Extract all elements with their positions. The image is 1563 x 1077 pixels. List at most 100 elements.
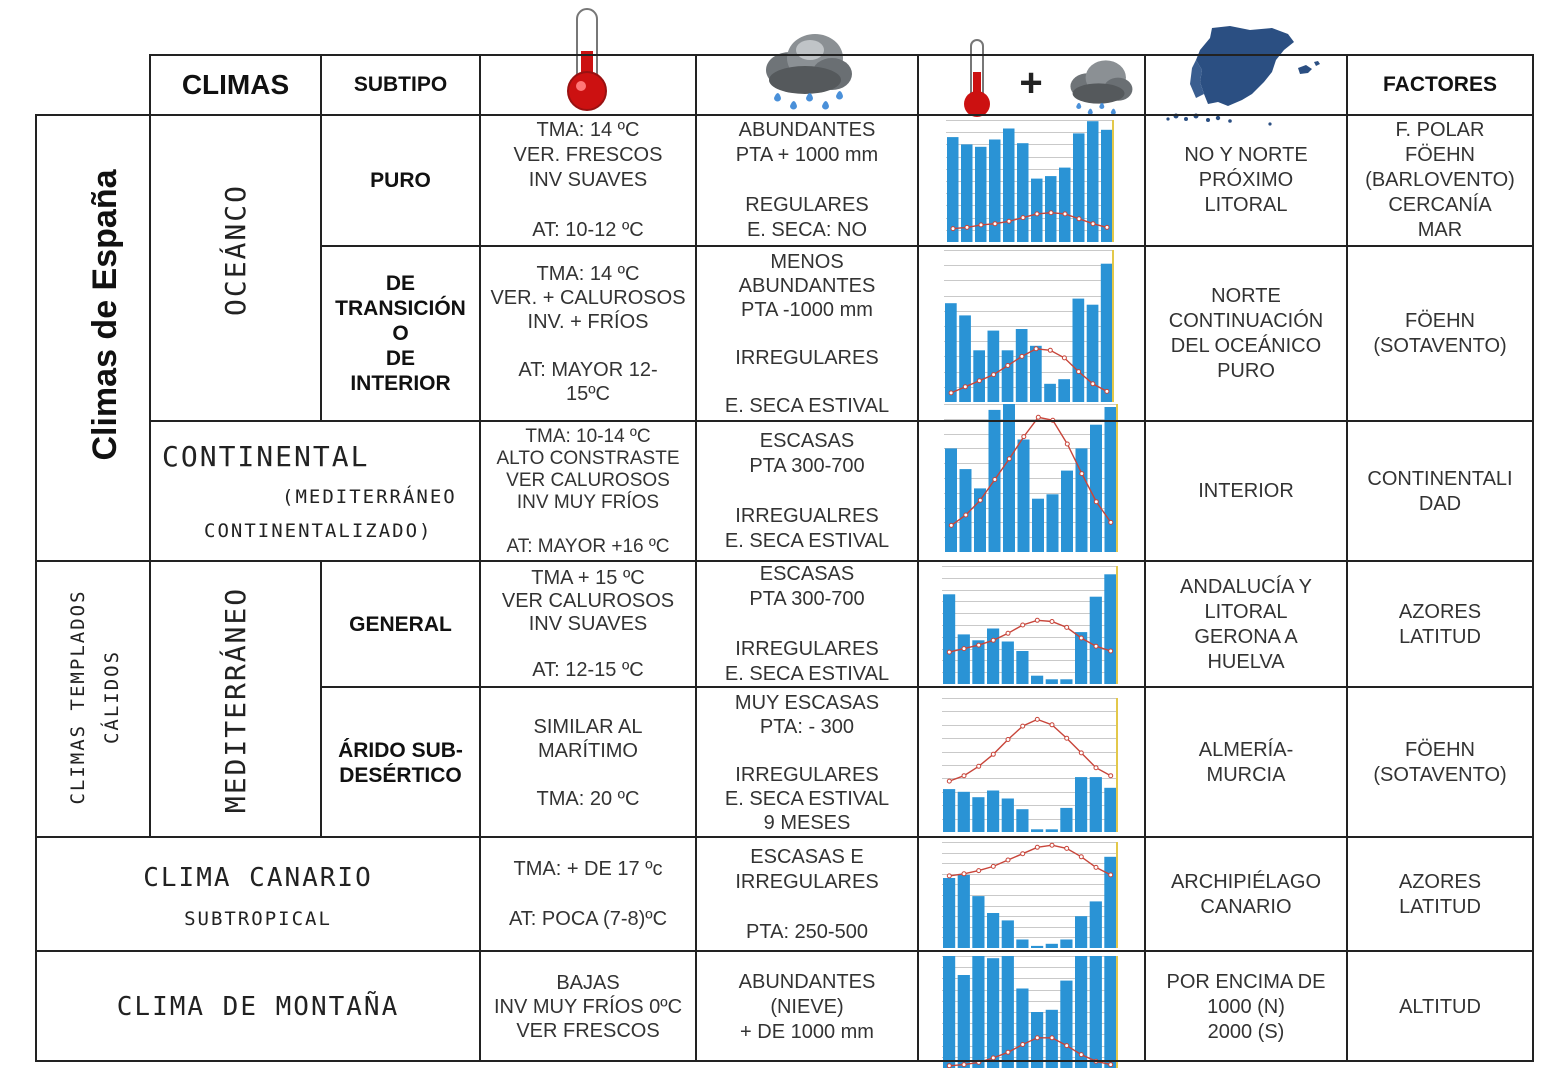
fact-canario: AZORES LATITUD (1398, 870, 1482, 918)
climogram-temp-point (1034, 617, 1040, 623)
climogram-general (942, 566, 1118, 684)
climogram-bar (1003, 404, 1015, 552)
climogram-temp-point (1104, 224, 1110, 230)
temp-general: TMA + 15 ºC VER CALUROSOS INV SUAVES AT:… (501, 567, 675, 681)
climogram-bar (1075, 448, 1088, 552)
climogram-bar (957, 874, 970, 948)
climogram-bar (1090, 424, 1102, 552)
subtipo-puro: PURO (370, 169, 431, 192)
climogram-temp-point (1034, 716, 1040, 722)
climogram-bar (1075, 956, 1088, 1068)
climogram-temp-point (1062, 211, 1068, 217)
climogram-bar (975, 146, 987, 242)
climogram-bar (1031, 829, 1044, 832)
temp-arido: SIMILAR AL MARÍTIMO TMA: 20 ºC (533, 715, 643, 810)
climogram-temp-point (976, 868, 982, 874)
climogram-bar (1031, 945, 1044, 948)
climogram-temp-point (961, 646, 967, 652)
climogram-temp-point (961, 773, 967, 779)
group-montana: CLIMA DE MONTAÑA (116, 992, 400, 1022)
climogram-bar (1003, 128, 1015, 242)
fact-arido: FÖEHN (SOTAVENTO) (1373, 738, 1507, 786)
climas-espana-label: Climas de España (86, 169, 124, 461)
climogram-bar (957, 791, 970, 832)
header-subtipo: SUBTIPO (353, 73, 448, 96)
climogram-bar (943, 789, 956, 832)
climogram-temp-point (1064, 845, 1070, 851)
climogram-bar (1030, 345, 1042, 402)
climogram-bar (1075, 777, 1088, 832)
climogram-temp-point (1006, 456, 1012, 462)
climogram-temp-point (1020, 215, 1026, 221)
climogram-bar (1045, 176, 1057, 242)
climogram-bar (972, 956, 985, 1068)
rain-cloud-icon (766, 34, 852, 110)
subtipo-transicion: DE TRANSICIÓN O DE INTERIOR (335, 272, 466, 395)
climogram-temp-point (1005, 737, 1011, 742)
climogram-bar (1075, 916, 1088, 948)
climogram-temp-point (976, 378, 982, 384)
group-continental-sub1: (MEDITERRÁNEO (282, 486, 457, 508)
climogram-bar (1016, 809, 1029, 832)
temp-continental: TMA: 10-14 ºC ALTO CONSTRASTE VER CALURO… (496, 425, 680, 557)
climogram-bar (945, 448, 957, 552)
climogram-temp-point (1020, 851, 1026, 857)
climogram-temp-point (1076, 369, 1082, 375)
climogram-temp-point (1078, 750, 1084, 756)
climogram-bar (1072, 298, 1085, 402)
climogram-temp-point (1034, 211, 1040, 217)
templados-label-2: CÁLIDOS (101, 649, 123, 745)
climogram-bar (987, 628, 1000, 684)
climogram-bar (1086, 304, 1099, 402)
climogram-bar (1015, 329, 1028, 402)
climogram-temp-point (948, 522, 954, 528)
group-mediterraneo: MEDITERRÁNEO (219, 586, 252, 814)
climogram-temp-point (1035, 414, 1041, 420)
climogram-bar (1001, 920, 1014, 948)
climogram-temp-point (964, 224, 970, 230)
climogram-temp-point (992, 221, 998, 227)
climogram-bar (1104, 574, 1117, 684)
prec-continental: ESCASAS PTA 300-700 IRREGUALRES E. SECA … (724, 430, 890, 552)
climogram-canario (942, 842, 1118, 948)
climogram-temp-line (950, 416, 1112, 526)
climogram-temp-point (1078, 635, 1084, 641)
climogram-bar (943, 956, 956, 1068)
thermometer-icon (567, 8, 607, 111)
climogram-temp-point (1064, 441, 1070, 447)
climogram-temp-point (1049, 842, 1055, 848)
climogram-temp-point (1108, 519, 1114, 525)
climogram-temp-point (990, 863, 996, 869)
climogram-bar (1046, 494, 1059, 552)
loc-canario: ARCHIPIÉLAGO CANARIO (1170, 870, 1322, 918)
climogram-temp-point (1108, 648, 1114, 654)
climogram-temp-point (950, 226, 956, 232)
climogram-bar (1016, 651, 1029, 684)
climogram-temp-point (1093, 765, 1099, 771)
header-climas: CLIMAS (181, 69, 290, 100)
climogram-temp-point (1048, 210, 1054, 216)
climogram-bar (1017, 143, 1029, 242)
climogram-temp-point (1078, 1052, 1084, 1058)
climogram-bar (957, 975, 970, 1068)
climogram-temp-point (1047, 347, 1053, 353)
climogram-temp-point (1090, 381, 1096, 387)
thermometer-small-icon (964, 39, 990, 117)
climogram-bar (957, 634, 970, 684)
climogram-bar (972, 896, 985, 948)
fact-general: AZORES LATITUD (1398, 600, 1482, 648)
climogram-temp-point (962, 384, 968, 390)
climogram-temp-point (1049, 1035, 1055, 1041)
climogram-temp-point (992, 477, 998, 482)
climogram-temp-point (1033, 346, 1039, 352)
climogram-temp-point (1108, 1062, 1114, 1068)
climogram-bar (1045, 943, 1058, 948)
fact-puro: F. POLAR FÖEHN (BARLOVENTO) CERCANÍA MAR (1365, 119, 1515, 241)
group-continental-sub2: CONTINENTALIZADO) (204, 520, 433, 542)
climogram-transicion (944, 250, 1114, 402)
climogram-bar (945, 303, 957, 402)
climogram-temp-point (1034, 1035, 1040, 1041)
climogram-bar (1031, 675, 1044, 684)
climogram-temp-point (961, 1062, 967, 1068)
climogram-bar (959, 469, 972, 552)
